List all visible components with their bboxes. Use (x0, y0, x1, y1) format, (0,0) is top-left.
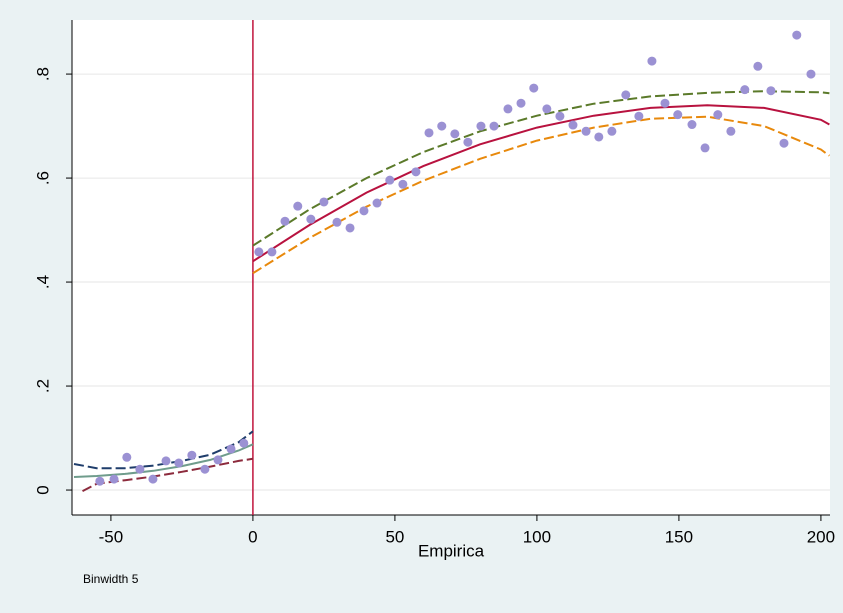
data-point (647, 56, 657, 66)
data-point (306, 214, 316, 224)
data-point (187, 450, 197, 460)
data-point (332, 217, 342, 227)
data-point (555, 111, 565, 121)
data-point (161, 456, 171, 466)
data-point (135, 464, 145, 474)
data-point (267, 247, 277, 257)
data-point (687, 120, 697, 130)
data-point (581, 126, 591, 136)
data-point (740, 85, 750, 95)
x-tick-label: 150 (665, 527, 693, 546)
data-point (450, 129, 460, 139)
data-point (607, 126, 617, 136)
data-point (766, 86, 776, 96)
data-point (398, 179, 408, 189)
note: Binwidth 5 (83, 572, 139, 586)
x-tick-label: 0 (248, 527, 257, 546)
data-point (779, 138, 789, 148)
fit-line (73, 430, 254, 470)
y-tick-label: .6 (33, 171, 52, 185)
data-point (200, 464, 210, 474)
data-point (109, 474, 119, 484)
y-tick-label: .4 (33, 275, 52, 289)
data-point (634, 111, 644, 121)
data-point (254, 247, 264, 257)
data-point (345, 223, 355, 233)
data-point (594, 132, 604, 142)
data-point (568, 120, 578, 130)
data-point (385, 175, 395, 185)
data-point (424, 128, 434, 138)
data-point (174, 458, 184, 468)
data-point (753, 61, 763, 71)
data-point (806, 69, 816, 79)
y-tick-label: .2 (33, 379, 52, 393)
data-point (726, 126, 736, 136)
x-axis-label: Empirica (418, 541, 485, 560)
data-point (792, 30, 802, 40)
data-point (437, 121, 447, 131)
plot-area (72, 20, 830, 515)
data-point (359, 206, 369, 216)
data-point (516, 98, 526, 108)
data-point (411, 167, 421, 177)
data-point (239, 438, 249, 448)
data-point (673, 110, 683, 120)
x-tick-label: 100 (523, 527, 551, 546)
data-point (213, 455, 223, 465)
x-tick-label: -50 (99, 527, 124, 546)
data-point (503, 104, 513, 114)
data-point (95, 476, 105, 486)
data-point (280, 216, 290, 226)
data-point (148, 474, 158, 484)
data-point (476, 121, 486, 131)
data-point (529, 83, 539, 93)
data-point (293, 201, 303, 211)
data-point (489, 121, 499, 131)
data-point (122, 452, 132, 462)
data-point (542, 104, 552, 114)
data-point (319, 197, 329, 207)
data-point (372, 198, 382, 208)
x-tick-label: 200 (807, 527, 835, 546)
data-point (700, 143, 710, 153)
data-point (621, 90, 631, 100)
y-tick-label: .8 (33, 67, 52, 81)
data-point (660, 98, 670, 108)
data-point (226, 444, 236, 454)
x-tick-label: 50 (385, 527, 404, 546)
data-point (713, 110, 723, 120)
data-point (463, 137, 473, 147)
fit-line (252, 104, 830, 263)
y-tick-label: 0 (33, 485, 52, 494)
fit-line (252, 115, 830, 275)
